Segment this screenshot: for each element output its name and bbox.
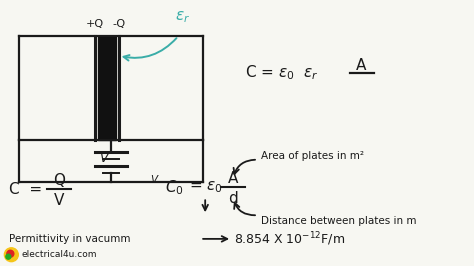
Text: $C_0$: $C_0$ — [165, 178, 184, 197]
Text: Q: Q — [53, 173, 65, 188]
Text: Area of plates in m²: Area of plates in m² — [261, 151, 364, 161]
Text: V: V — [99, 152, 108, 165]
Text: $\epsilon_r$: $\epsilon_r$ — [175, 9, 191, 25]
Text: C  =: C = — [9, 182, 43, 197]
Text: +Q: +Q — [86, 19, 104, 29]
Text: A: A — [356, 58, 366, 73]
Text: = $\epsilon_0$: = $\epsilon_0$ — [189, 180, 223, 195]
Text: 8.854 X 10$^{-12}$F/m: 8.854 X 10$^{-12}$F/m — [234, 230, 345, 248]
Circle shape — [7, 250, 14, 257]
Text: electrical4u.com: electrical4u.com — [21, 250, 97, 259]
Text: A: A — [228, 171, 238, 186]
Text: V: V — [150, 174, 157, 185]
Bar — [98, 36, 116, 140]
Text: V: V — [54, 193, 64, 208]
Text: Permittivity in vacumm: Permittivity in vacumm — [9, 234, 131, 244]
Text: Distance between plates in m: Distance between plates in m — [261, 216, 416, 226]
Text: -Q: -Q — [112, 19, 125, 29]
Circle shape — [6, 254, 11, 259]
Text: d: d — [228, 191, 238, 206]
Text: C = $\epsilon_0$  $\epsilon_r$: C = $\epsilon_0$ $\epsilon_r$ — [245, 63, 319, 82]
Circle shape — [4, 248, 18, 262]
